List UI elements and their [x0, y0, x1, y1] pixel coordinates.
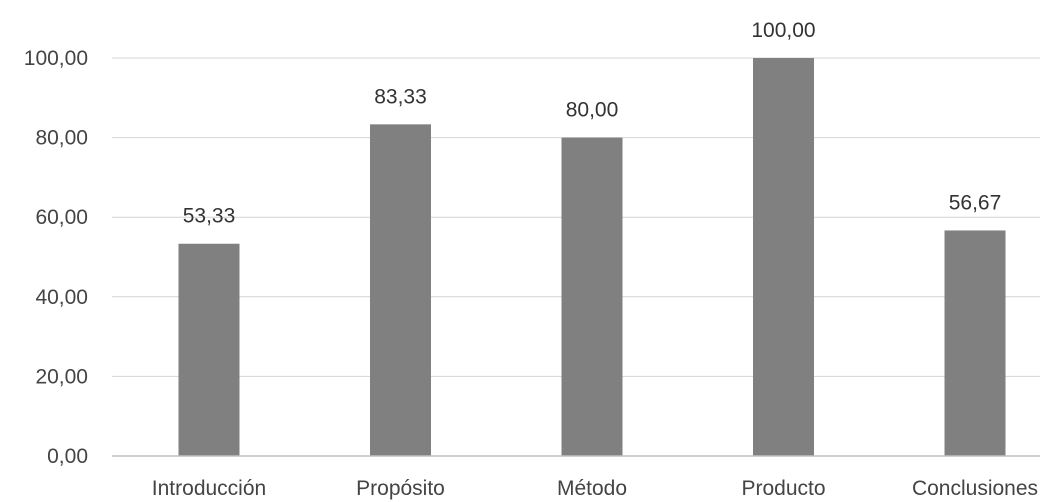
data-label-2: 80,00 — [566, 99, 619, 122]
bar-4 — [944, 230, 1006, 456]
data-label-1: 83,33 — [374, 85, 427, 108]
bar-1 — [370, 124, 431, 456]
y-tick-label-4: 80,00 — [35, 127, 88, 150]
bar-2 — [561, 137, 623, 456]
y-tick-label-0: 0,00 — [47, 445, 88, 468]
x-category-label-0: Introducción — [152, 477, 266, 500]
data-label-3: 100,00 — [751, 19, 815, 42]
data-label-0: 53,33 — [183, 205, 236, 228]
y-tick-label-3: 60,00 — [35, 206, 88, 229]
data-labels: 53,33 83,33 80,00 100,00 56,67 — [183, 19, 1002, 228]
x-category-label-1: Propósito — [356, 477, 445, 500]
x-category-label-2: Método — [557, 477, 627, 500]
bar-0 — [178, 243, 240, 456]
y-tick-label-5: 100,00 — [24, 47, 88, 70]
data-label-4: 56,67 — [949, 191, 1002, 214]
bar-3 — [753, 58, 814, 456]
x-category-label-3: Producto — [741, 477, 825, 500]
x-axis-category-labels: Introducción Propósito Método Producto Concl… — [152, 477, 1038, 500]
y-tick-label-2: 40,00 — [35, 286, 88, 309]
y-axis-tick-labels: 0,00 20,00 40,00 60,00 80,00 100,00 — [24, 47, 88, 468]
x-category-label-4: Conclusiones — [912, 477, 1038, 500]
bars — [178, 58, 1006, 456]
y-tick-label-1: 20,00 — [35, 365, 88, 388]
